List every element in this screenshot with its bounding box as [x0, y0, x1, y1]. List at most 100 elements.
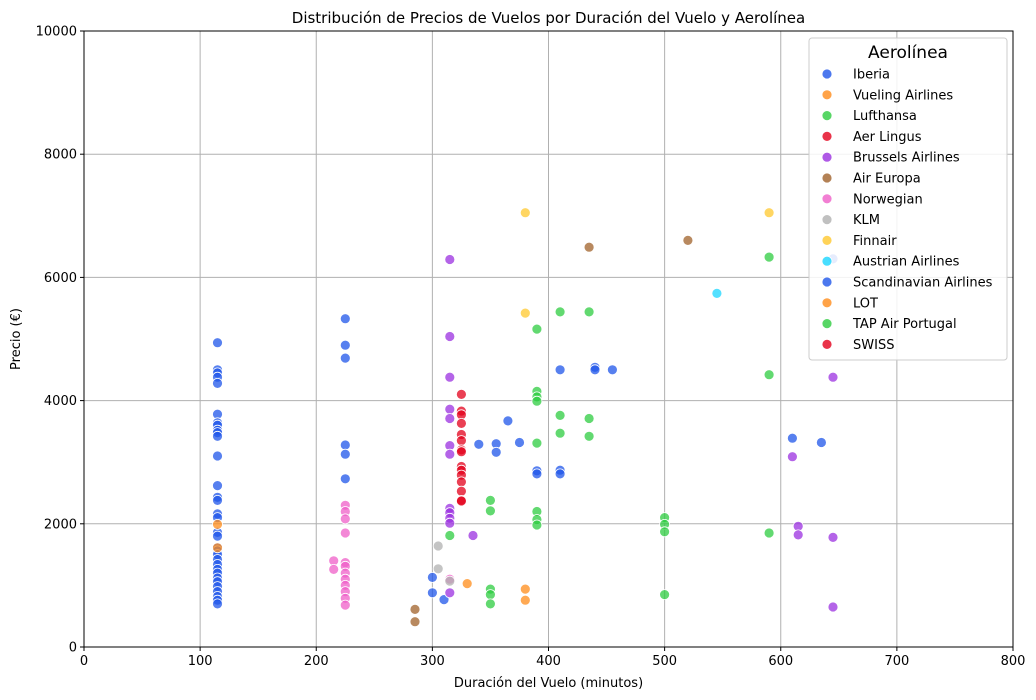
legend-marker: [821, 193, 833, 205]
data-point-lufthansa: [659, 589, 670, 600]
data-point-lufthansa: [763, 527, 775, 539]
x-tick-label: 700: [884, 654, 909, 669]
x-tick-label: 600: [768, 654, 793, 669]
y-tick-label: 8000: [44, 148, 77, 163]
data-point-iberia: [426, 572, 438, 583]
data-point-lufthansa: [554, 409, 566, 421]
x-tick-label: 100: [188, 654, 213, 669]
data-point-iberia: [212, 480, 223, 492]
data-point-iberia: [589, 364, 601, 376]
data-point-vueling-airlines: [212, 519, 223, 530]
data-point-finnair: [763, 207, 775, 219]
data-point-lufthansa: [583, 306, 595, 318]
legend-marker: [821, 151, 833, 163]
data-point-brussels-airlines: [444, 371, 456, 383]
y-tick-label: 4000: [44, 394, 77, 409]
legend-title: Aerolínea: [868, 43, 948, 63]
data-point-air-europa: [583, 241, 595, 253]
data-point-aer-lingus: [455, 446, 467, 458]
data-point-brussels-airlines: [444, 448, 456, 460]
data-point-brussels-airlines: [444, 254, 456, 265]
x-tick-label: 300: [420, 654, 445, 669]
legend-marker: [821, 276, 833, 288]
x-tick-label: 200: [304, 654, 329, 669]
data-point-lufthansa: [531, 395, 543, 407]
legend-label: Austrian Airlines: [853, 255, 960, 270]
legend-label: Norwegian: [853, 192, 923, 207]
data-point-iberia: [339, 352, 351, 364]
data-point-air-europa: [682, 234, 694, 246]
data-point-lufthansa: [554, 427, 566, 439]
legend-marker: [821, 172, 833, 184]
data-point-austrian-airlines: [711, 287, 723, 299]
data-point-lufthansa: [583, 413, 595, 424]
legend-label: Iberia: [853, 68, 890, 83]
legend-marker: [821, 130, 833, 142]
data-point-norwegian: [339, 513, 351, 525]
legend-marker: [821, 110, 833, 121]
data-point-lufthansa: [763, 369, 775, 381]
data-point-air-europa: [409, 604, 421, 615]
axis-ticks: 0 100 200 300 400 500 600 700 800020004000600080…: [36, 25, 1026, 670]
data-point-aer-lingus: [455, 495, 467, 507]
data-point-iberia: [212, 430, 223, 442]
legend-box: [808, 37, 1008, 361]
data-point-brussels-airlines: [792, 529, 804, 541]
x-tick-label: 500: [652, 654, 677, 669]
data-point-aer-lingus: [455, 485, 467, 497]
data-point-aer-lingus: [455, 435, 467, 447]
legend-label: KLM: [853, 213, 880, 228]
legend-marker: [821, 89, 833, 101]
data-point-iberia: [816, 437, 827, 448]
data-point-iberia: [554, 364, 566, 376]
data-point-air-europa: [409, 616, 421, 628]
y-tick-label: 10000: [36, 25, 77, 40]
data-point-iberia: [607, 364, 618, 376]
legend-label: Air Europa: [853, 172, 921, 187]
data-point-vueling-airlines: [519, 594, 531, 606]
data-point-iberia: [339, 313, 351, 325]
data-point-lufthansa: [531, 323, 543, 335]
data-point-lufthansa: [659, 526, 670, 538]
data-point-brussels-airlines: [444, 587, 456, 599]
y-tick-label: 0: [69, 641, 77, 656]
legend-marker: [821, 214, 833, 226]
legend-label: TAP Air Portugal: [852, 317, 957, 332]
data-point-iberia: [212, 377, 223, 389]
data-point-iberia: [339, 473, 351, 485]
data-point-brussels-airlines: [444, 403, 456, 415]
legend-label: Lufthansa: [853, 109, 917, 124]
data-point-brussels-airlines: [787, 451, 798, 463]
data-point-aer-lingus: [455, 476, 467, 488]
legend-marker: [821, 255, 833, 267]
data-point-finnair: [519, 307, 531, 319]
data-point-lufthansa: [531, 519, 543, 531]
data-point-brussels-airlines: [827, 371, 839, 383]
data-point-iberia: [339, 448, 351, 460]
y-tick-label: 2000: [44, 517, 77, 532]
data-point-brussels-airlines: [827, 601, 839, 613]
data-point-brussels-airlines: [827, 532, 839, 543]
data-point-vueling-airlines: [519, 583, 531, 595]
data-point-iberia: [531, 468, 543, 480]
data-point-lufthansa: [583, 430, 595, 442]
data-point-lufthansa: [444, 530, 456, 541]
x-axis-title: Duración del Vuelo (minutos): [454, 676, 643, 691]
data-point-norwegian: [339, 599, 351, 611]
data-point-iberia: [438, 594, 450, 605]
legend-label: Finnair: [853, 234, 897, 249]
data-point-iberia: [339, 339, 351, 351]
data-point-lufthansa: [484, 505, 496, 517]
legend-label: Vueling Airlines: [853, 88, 953, 103]
legend-label: SWISS: [853, 338, 894, 353]
data-point-klm: [432, 540, 444, 552]
chart-title: Distribución de Precios de Vuelos por Du…: [292, 9, 805, 27]
data-point-brussels-airlines: [444, 331, 456, 342]
data-point-iberia: [212, 337, 223, 349]
data-point-lufthansa: [484, 589, 496, 600]
data-point-lufthansa: [531, 437, 543, 449]
data-point-iberia: [426, 587, 438, 599]
data-point-iberia: [212, 450, 223, 462]
legend: Aerolínea Iberia Vueling Airlines Lufthans…: [808, 37, 1008, 361]
